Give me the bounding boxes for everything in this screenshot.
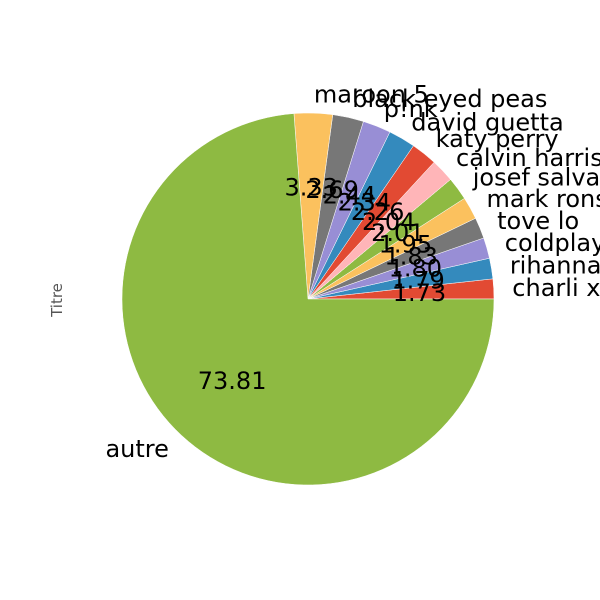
pie-slice-label-josef-salvat: josef salvat [472,164,600,192]
y-axis-label: Titre [48,283,66,318]
pie-slice-label-autre: autre [105,435,168,463]
pie-slices [121,112,495,486]
pie-value-label-maroon-5: 3.33 [285,173,338,201]
pie-slice-label-mark-ronson: mark ronson [487,185,600,213]
pie-value-label-charli-xcx: 1.73 [393,279,446,307]
pie-value-label-black-eyed-peas: 2.69 [305,176,358,204]
pie-slice-label-david-guetta: david guetta [411,108,563,136]
pie-value-label-calvin-harris: 2.04 [362,208,415,236]
pie-value-label-autre: 73.81 [198,367,267,395]
pie-slice-autre [121,113,495,486]
pie-slice-label-black-eyed-peas: black eyed peas [352,85,547,113]
pie-value-label-rihanna: 1.79 [391,267,444,295]
pie-slice-label-charli-xcx: charli xcx [512,274,600,302]
pie-slice-label-katy-perry: katy perry [436,125,559,153]
pie-value-label-tove-lo: 1.83 [384,242,437,270]
pie-value-label-mark-ronson: 1.95 [379,230,432,258]
pie-value-labels: 1.731.791.801.831.952.012.042.262.342.44… [198,173,446,394]
pie-slice-label-maroon-5: maroon 5 [314,80,429,108]
pie-value-label-david-guetta: 2.34 [338,189,391,217]
pie-value-label-coldplay: 1.80 [389,254,442,282]
pie-slice-label-coldplay: coldplay [505,229,600,257]
pie-slice-label-tove-lo: tove lo [497,207,579,235]
pie-value-label-p-nk: 2.44 [323,181,376,209]
pie-slice-label-calvin-harris: calvin harris [456,144,600,172]
pie-value-label-josef-salvat: 2.01 [371,219,424,247]
pie-slice-label-p-nk: p!nk [384,95,438,123]
pie-value-label-katy-perry: 2.26 [351,198,404,226]
pie-slice-label-rihanna: rihanna [510,251,600,279]
